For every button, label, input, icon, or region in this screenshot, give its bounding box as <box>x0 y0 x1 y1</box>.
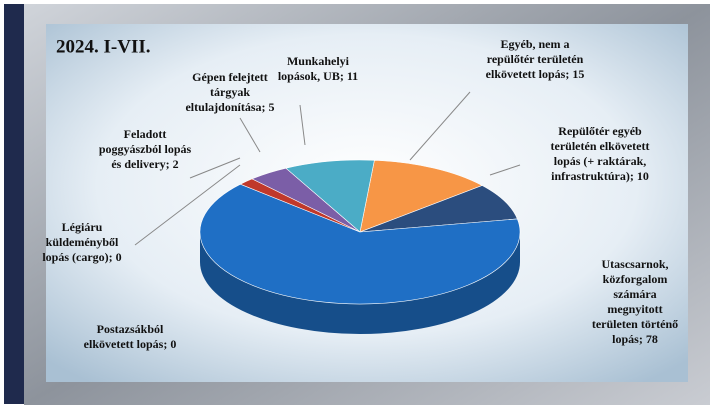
data-label: poggyászból lopás <box>99 142 192 156</box>
data-label: Feladott <box>124 127 167 141</box>
data-label: közforgalom <box>603 272 668 286</box>
pie <box>199 159 521 334</box>
data-label: Munkahelyi <box>287 54 350 68</box>
data-label: megnyitott <box>607 302 662 316</box>
data-label: eltulajdonítása; 5 <box>185 100 274 114</box>
data-label: és delivery; 2 <box>111 157 178 171</box>
data-label: lopás (+ raktárak, <box>554 154 647 168</box>
data-label: infrastruktúra); 10 <box>551 169 649 183</box>
data-label: Utascsarnok, <box>601 257 668 271</box>
data-label: elkövetett lopás; 0 <box>84 337 177 351</box>
leader-lines <box>134 91 521 246</box>
slice-side <box>200 232 520 334</box>
data-label: lopás (cargo); 0 <box>42 250 121 264</box>
data-label: küldeményből <box>46 235 119 249</box>
data-label: Légiáru <box>62 220 103 234</box>
chart-title: 2024. I-VII. <box>56 36 150 57</box>
slice <box>199 183 521 305</box>
data-label: tárgyak <box>210 85 250 99</box>
slice <box>285 159 375 233</box>
data-label: lopás; 78 <box>612 332 658 346</box>
data-label: területén elkövetett <box>551 139 650 153</box>
data-label: Gépen felejtett <box>192 70 268 84</box>
side-bar <box>4 4 24 404</box>
data-label: Repülőtér egyéb <box>558 124 642 138</box>
data-label: számára <box>613 287 656 301</box>
data-label: repülőtér területén <box>487 52 584 66</box>
data-label: elkövetett lopás; 15 <box>486 67 585 81</box>
data-label: lopások, UB; 11 <box>278 69 358 83</box>
data-label: Postazsákból <box>97 322 164 336</box>
data-label: területen történő <box>592 317 678 331</box>
slice <box>359 159 483 233</box>
data-label: Egyéb, nem a <box>501 37 570 51</box>
